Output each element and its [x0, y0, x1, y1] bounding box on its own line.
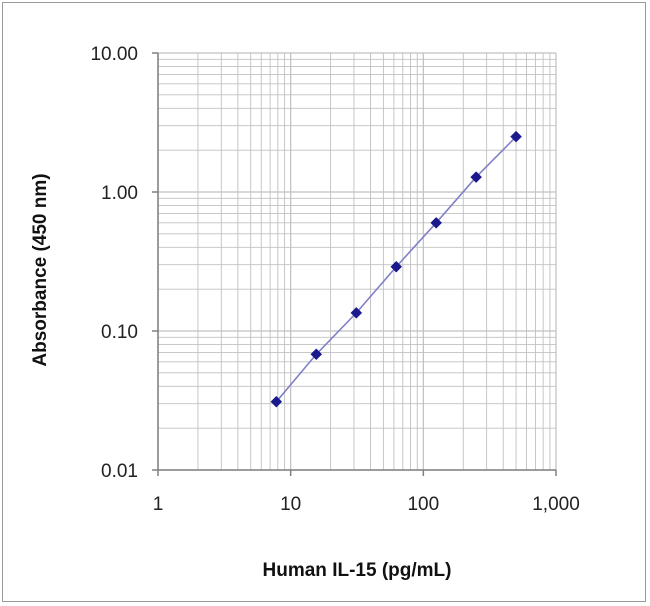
y-tick-label: 1.00: [101, 183, 138, 204]
gridlines: [157, 52, 557, 471]
data-point-marker: [510, 130, 522, 143]
data-point-marker: [270, 395, 283, 408]
x-tick-label: 1,000: [532, 494, 580, 515]
data-point-marker: [430, 216, 443, 229]
x-tick-label: 10: [280, 494, 301, 515]
data-point-marker: [310, 348, 323, 361]
x-tick-label: 100: [407, 494, 439, 515]
x-axis-ticks: 1 10 100 1,000: [153, 470, 580, 515]
data-series: [270, 130, 522, 408]
data-point-marker: [350, 307, 363, 319]
y-tick-label: 0.01: [101, 461, 138, 482]
data-point-marker: [470, 171, 482, 183]
y-axis-ticks: 0.01 0.10 1.00 10.00: [90, 44, 158, 482]
y-tick-label: 10.00: [90, 44, 138, 65]
data-point-marker: [390, 260, 403, 273]
y-tick-label: 0.10: [101, 322, 138, 343]
axes: [157, 53, 556, 471]
y-axis-title: Absorbance (450 nm): [30, 173, 51, 366]
x-axis-title: Human IL-15 (pg/mL): [263, 560, 452, 581]
x-tick-label: 1: [153, 494, 164, 515]
